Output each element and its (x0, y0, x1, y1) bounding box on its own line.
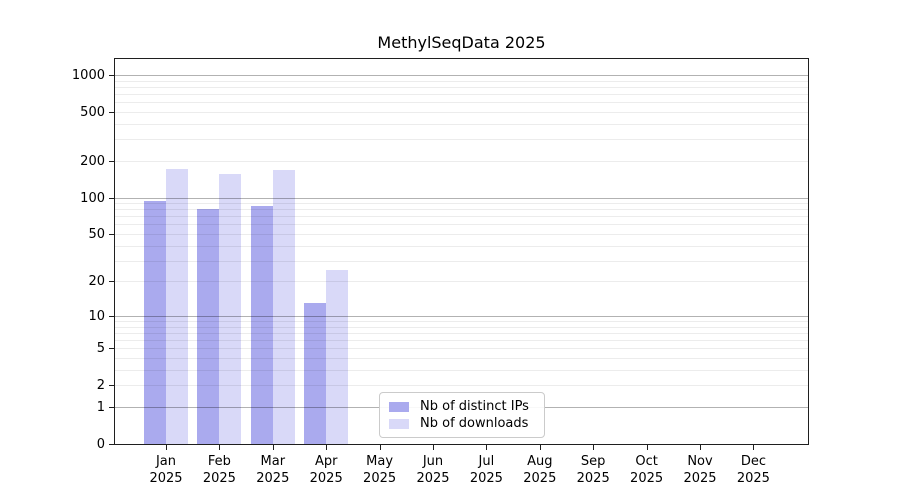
y-tick-label-200: 200 (80, 153, 105, 169)
y-tick-mark-2 (109, 385, 114, 387)
x-tick-label-mar: Mar 2025 (256, 454, 290, 486)
gridline-minor-7 (115, 332, 808, 334)
plot-area (114, 58, 809, 445)
gridline-minor-2 (115, 385, 808, 387)
x-tick-label-feb: Feb 2025 (202, 454, 236, 486)
bar-distinct-ips-mar (250, 205, 273, 444)
y-tick-label-10: 10 (88, 308, 105, 324)
bar-downloads-apr (326, 270, 349, 444)
gridline-minor-600 (115, 102, 808, 104)
x-tick-mark-mar (272, 445, 274, 450)
legend: Nb of distinct IPs Nb of downloads (379, 392, 545, 438)
x-tick-label-sep: Sep 2025 (576, 454, 610, 486)
x-tick-label-may: May 2025 (363, 454, 397, 486)
gridline-minor-70 (115, 216, 808, 218)
bar-downloads-jan (166, 168, 188, 444)
gridline-minor-4 (115, 358, 808, 360)
bar-downloads-feb (219, 173, 242, 444)
legend-swatch-downloads (389, 418, 409, 429)
y-tick-label-0: 0 (96, 437, 105, 452)
y-tick-mark-10 (109, 315, 114, 317)
y-tick-mark-1 (109, 406, 114, 408)
bar-distinct-ips-feb (197, 209, 220, 444)
y-tick-mark-100 (109, 197, 114, 199)
y-tick-label-500: 500 (80, 105, 105, 121)
legend-label-distinct-ips: Nb of distinct IPs (420, 398, 529, 414)
x-tick-mark-oct (646, 445, 648, 450)
x-tick-label-oct: Oct 2025 (630, 454, 664, 486)
gridline-minor-800 (115, 86, 808, 88)
bar-distinct-ips-jan (144, 201, 166, 444)
gridline-minor-8 (115, 326, 808, 328)
gridline-minor-400 (115, 123, 808, 125)
y-tick-mark-500 (109, 112, 114, 114)
y-tick-label-1000: 1000 (71, 68, 105, 84)
gridline-minor-5 (115, 348, 808, 350)
x-tick-mark-nov (700, 445, 701, 450)
y-tick-label-5: 5 (96, 341, 105, 357)
y-tick-label-100: 100 (80, 190, 105, 206)
x-tick-mark-sep (593, 445, 595, 450)
x-tick-mark-feb (219, 445, 221, 450)
x-tick-label-apr: Apr 2025 (309, 454, 343, 486)
y-tick-mark-20 (109, 281, 114, 283)
gridline-minor-700 (115, 94, 808, 96)
gridline-minor-50 (115, 234, 808, 236)
gridline-minor-30 (115, 260, 808, 262)
y-tick-mark-0 (109, 444, 114, 445)
y-tick-mark-200 (109, 160, 114, 162)
bar-downloads-mar (272, 170, 295, 444)
bars-layer (115, 59, 808, 444)
gridline-major-1000 (115, 75, 808, 77)
gridline-minor-300 (115, 139, 808, 141)
x-tick-mark-dec (753, 445, 755, 450)
x-tick-mark-jun (433, 445, 434, 450)
gridline-minor-500 (115, 112, 808, 114)
x-tick-label-aug: Aug 2025 (523, 454, 557, 486)
x-tick-mark-may (379, 445, 381, 450)
gridline-minor-900 (115, 80, 808, 82)
legend-swatch-distinct-ips (389, 401, 409, 412)
legend-item-distinct-ips: Nb of distinct IPs (389, 398, 535, 415)
x-tick-mark-aug (539, 445, 541, 450)
x-tick-mark-jan (166, 445, 167, 450)
gridline-minor-6 (115, 340, 808, 342)
x-tick-label-dec: Dec 2025 (736, 454, 770, 486)
bar-distinct-ips-apr (304, 303, 327, 444)
y-tick-mark-5 (109, 348, 114, 350)
x-tick-label-nov: Nov 2025 (683, 454, 717, 486)
gridline-minor-80 (115, 209, 808, 211)
legend-item-downloads: Nb of downloads (389, 415, 535, 432)
y-tick-label-20: 20 (88, 274, 105, 290)
legend-label-downloads: Nb of downloads (420, 415, 529, 431)
y-tick-label-50: 50 (88, 227, 105, 243)
gridline-minor-3 (115, 369, 808, 371)
y-tick-mark-50 (109, 234, 114, 236)
y-tick-label-2: 2 (96, 378, 105, 394)
gridline-minor-20 (115, 281, 808, 283)
gridline-minor-60 (115, 224, 808, 226)
x-tick-mark-jul (486, 445, 488, 450)
gridline-minor-40 (115, 245, 808, 247)
chart-title: MethylSeqData 2025 (377, 33, 546, 52)
x-tick-label-jun: Jun 2025 (416, 454, 450, 486)
x-tick-label-jul: Jul 2025 (469, 454, 503, 486)
y-tick-mark-1000 (109, 75, 114, 77)
gridline-minor-9 (115, 321, 808, 323)
grid-layer (115, 59, 808, 444)
gridline-major-10 (115, 315, 808, 317)
gridline-major-100 (115, 197, 808, 199)
gridline-minor-200 (115, 160, 808, 162)
x-tick-mark-apr (326, 445, 328, 450)
y-tick-label-1: 1 (96, 399, 105, 415)
x-tick-label-jan: Jan 2025 (149, 454, 183, 486)
gridline-minor-90 (115, 203, 808, 205)
